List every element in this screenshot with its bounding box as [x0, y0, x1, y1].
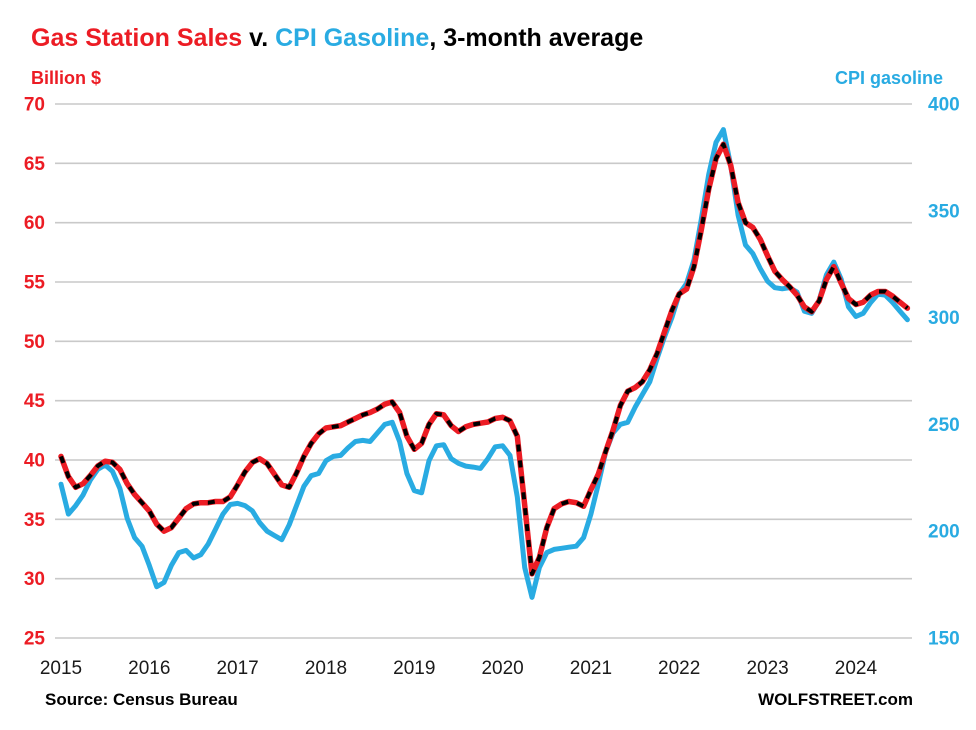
- left-axis-tick-label: 65: [24, 154, 46, 175]
- site-watermark: WOLFSTREET.com: [758, 690, 913, 709]
- series-line-gas-station-sales: [58, 141, 911, 577]
- x-axis-year-label: 2024: [835, 658, 878, 679]
- left-axis-tick-label: 25: [24, 629, 46, 650]
- source-note: Source: Census Bureau: [45, 690, 238, 709]
- title-cpi-gasoline: CPI Gasoline: [275, 24, 430, 52]
- series-line-cpi-gasoline: [58, 127, 910, 600]
- x-axis-year-label: 2018: [305, 658, 347, 679]
- left-axis-tick-label: 35: [24, 510, 46, 531]
- right-axis-tick-label: 200: [928, 522, 960, 543]
- x-axis-year-label: 2017: [216, 658, 258, 679]
- left-axis-tick-label: 40: [24, 451, 45, 472]
- left-axis-tick-label: 60: [24, 213, 45, 234]
- x-axis-year-label: 2020: [481, 658, 523, 679]
- title-versus: v.: [242, 24, 276, 52]
- left-axis-tick-label: 30: [24, 569, 45, 590]
- x-axis-year-label: 2019: [393, 658, 435, 679]
- right-axis-tick-label: 250: [928, 415, 960, 436]
- x-axis-year-label: 2015: [40, 658, 82, 679]
- x-axis-year-label: 2022: [658, 658, 700, 679]
- x-axis-year-label: 2023: [746, 658, 788, 679]
- right-axis-tick-label: 300: [928, 308, 960, 329]
- left-axis-tick-label: 55: [24, 273, 46, 294]
- right-axis-header: CPI gasoline: [834, 68, 943, 88]
- x-axis-year-label: 2021: [570, 658, 612, 679]
- right-axis-tick-label: 400: [928, 95, 960, 116]
- left-axis-tick-label: 50: [24, 332, 45, 353]
- x-axis-year-label: 2016: [128, 658, 170, 679]
- title-suffix: , 3-month average: [429, 24, 644, 52]
- title-gas-station-sales: Gas Station Sales: [31, 24, 243, 52]
- chart-title: Gas Station Sales v. CPI Gasoline, 3-mon…: [31, 24, 643, 53]
- left-axis-tick-label: 45: [24, 391, 46, 412]
- right-axis-tick-label: 150: [928, 629, 960, 650]
- left-axis-tick-label: 70: [24, 95, 45, 116]
- right-axis-tick-label: 350: [928, 201, 960, 222]
- left-axis-header: Billion $: [31, 68, 102, 88]
